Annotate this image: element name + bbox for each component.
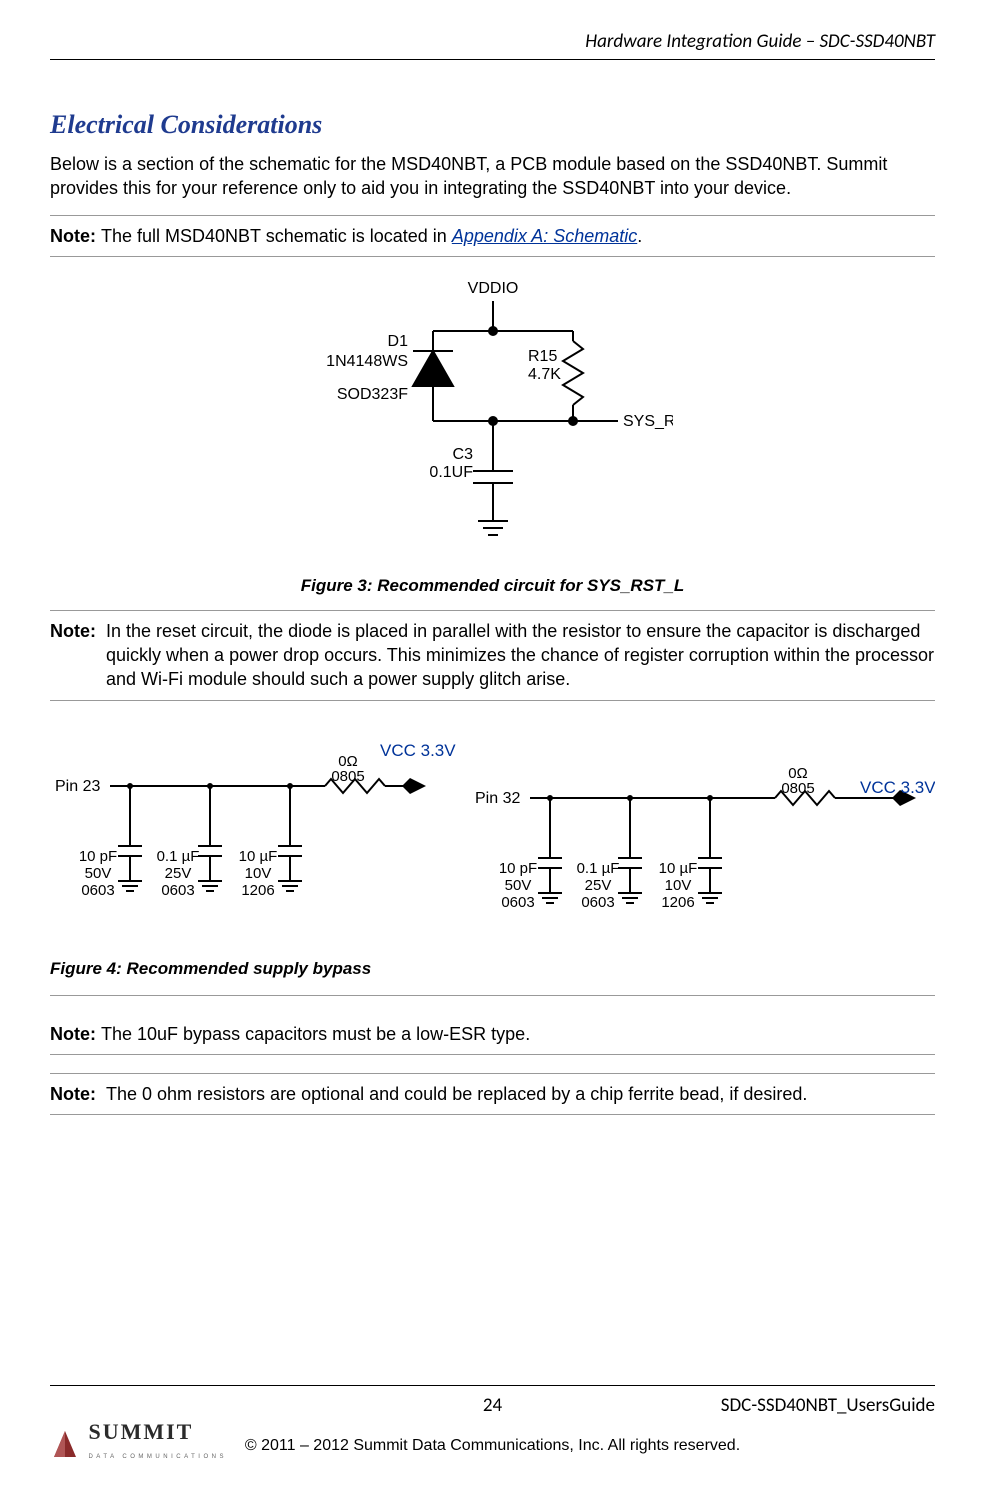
svg-text:0603: 0603: [161, 882, 194, 899]
note-text: The 0 ohm resistors are optional and cou…: [106, 1082, 935, 1106]
note-label: Note:: [50, 1082, 106, 1106]
svg-text:10V: 10V: [665, 877, 692, 894]
svg-text:50V: 50V: [505, 877, 532, 894]
section-heading: Electrical Considerations: [50, 110, 935, 140]
label-pin32: Pin 32: [475, 790, 520, 807]
label-d1-pn: 1N4148WS: [326, 353, 408, 370]
svg-text:0603: 0603: [581, 894, 614, 911]
figure-4: Pin 23 0Ω 0805 VCC 3.3V 10 pF 50V 0603 0…: [50, 726, 935, 951]
intro-paragraph: Below is a section of the schematic for …: [50, 152, 935, 201]
label-pin23: Pin 23: [55, 778, 100, 795]
label-r-bot-r: 0805: [781, 780, 814, 797]
logo-text: SUMMIT: [88, 1419, 193, 1444]
note-text-suffix: .: [637, 226, 642, 246]
label-sysrst: SYS_RST_L: [623, 413, 673, 430]
label-r15-val: 4.7K: [528, 366, 561, 383]
note-text: The 10uF bypass capacitors must be a low…: [101, 1024, 530, 1044]
note-text-prefix: The full MSD40NBT schematic is located i…: [101, 226, 452, 246]
logo-subtext: DATA COMMUNICATIONS: [88, 1454, 227, 1460]
svg-text:0.1 µF: 0.1 µF: [577, 860, 620, 877]
label-r-bot-l: 0805: [331, 768, 364, 785]
note-block-4: Note: The 0 ohm resistors are optional a…: [50, 1073, 935, 1115]
appendix-link[interactable]: Appendix A: Schematic: [452, 226, 637, 246]
note-label: Note:: [50, 619, 106, 692]
figure-3-caption: Figure 3: Recommended circuit for SYS_RS…: [50, 576, 935, 596]
note-label: Note:: [50, 1024, 101, 1044]
label-d1: D1: [387, 333, 408, 350]
note-block-2: Note: In the reset circuit, the diode is…: [50, 610, 935, 701]
svg-text:25V: 25V: [165, 865, 192, 882]
label-c3: C3: [452, 446, 473, 463]
label-d1-pkg: SOD323F: [336, 386, 407, 403]
svg-text:1206: 1206: [661, 894, 694, 911]
svg-text:10 µF: 10 µF: [239, 848, 278, 865]
svg-text:10 pF: 10 pF: [499, 860, 537, 877]
figure-4-caption: Figure 4: Recommended supply bypass: [50, 959, 935, 979]
document-header: Hardware Integration Guide – SDC-SSD40NB…: [50, 30, 935, 60]
summit-logo: SUMMIT DATA COMMUNICATIONS: [50, 1419, 227, 1463]
note-block-3: Note: The 10uF bypass capacitors must be…: [50, 1014, 935, 1055]
svg-text:1206: 1206: [241, 882, 274, 899]
svg-text:0.1 µF: 0.1 µF: [157, 848, 200, 865]
note-text: In the reset circuit, the diode is place…: [106, 619, 935, 692]
svg-text:50V: 50V: [85, 865, 112, 882]
label-c3-val: 0.1UF: [429, 464, 473, 481]
doc-name: SDC-SSD40NBT_UsersGuide: [640, 1394, 935, 1417]
svg-text:10 µF: 10 µF: [659, 860, 698, 877]
note-block-1: Note: The full MSD40NBT schematic is loc…: [50, 215, 935, 257]
svg-text:25V: 25V: [585, 877, 612, 894]
svg-text:0603: 0603: [501, 894, 534, 911]
note-label: Note:: [50, 226, 101, 246]
page-number: 24: [345, 1394, 640, 1417]
label-r15: R15: [528, 348, 557, 365]
svg-text:10 pF: 10 pF: [79, 848, 117, 865]
label-vcc-right: VCC 3.3V: [860, 778, 935, 797]
figure-3: VDDIO D1 1N4148WS SOD323F R15 4.7K SYS_R…: [50, 271, 935, 566]
label-vddio: VDDIO: [467, 280, 518, 297]
svg-text:0603: 0603: [81, 882, 114, 899]
svg-text:10V: 10V: [245, 865, 272, 882]
label-vcc-left: VCC 3.3V: [380, 741, 456, 760]
